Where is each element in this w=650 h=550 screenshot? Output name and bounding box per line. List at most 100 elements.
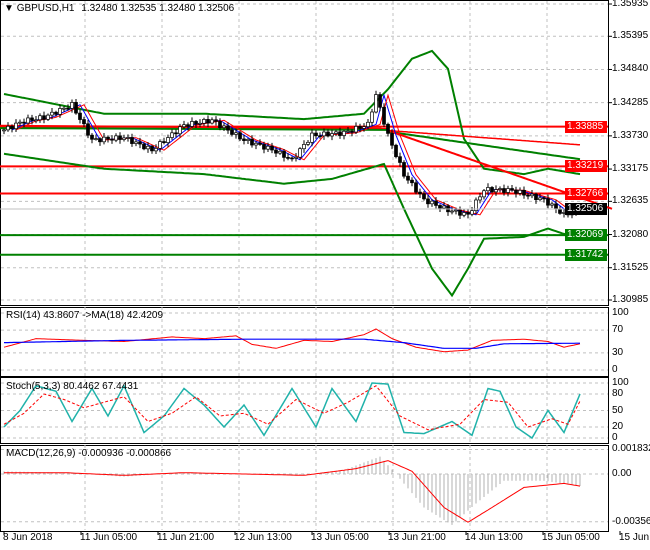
candle-body bbox=[406, 175, 410, 181]
candle-body bbox=[158, 141, 162, 149]
candle-body bbox=[198, 122, 202, 125]
candle-body bbox=[286, 157, 290, 159]
candle-body bbox=[402, 162, 406, 177]
price-tick-label: 1.30985 bbox=[612, 294, 649, 305]
candle-body bbox=[466, 212, 470, 215]
candle-body bbox=[374, 94, 378, 113]
candle-body bbox=[394, 144, 398, 158]
time-tick-label: 13 Jun 05:00 bbox=[311, 532, 369, 543]
candle-body bbox=[242, 138, 246, 141]
time-tick-label: 13 Jun 21:00 bbox=[388, 532, 446, 543]
rsi-tick-label: 100 bbox=[612, 307, 629, 318]
candle-body bbox=[270, 145, 274, 151]
candle-body bbox=[378, 94, 382, 108]
candle-body bbox=[526, 194, 530, 197]
candle-body bbox=[214, 119, 218, 122]
candle-body bbox=[338, 131, 342, 136]
candle-body bbox=[86, 123, 90, 136]
candle-body bbox=[434, 200, 438, 206]
candle-body bbox=[326, 131, 330, 137]
collapse-triangle-icon[interactable]: ▼ bbox=[4, 3, 14, 14]
candle-body bbox=[474, 199, 478, 211]
candle-body bbox=[478, 196, 482, 201]
candle-body bbox=[310, 132, 314, 143]
candle-body bbox=[166, 137, 170, 144]
candle-body bbox=[330, 133, 334, 137]
panel-frame-1 bbox=[0, 307, 609, 377]
candle-body bbox=[410, 179, 414, 184]
time-tick-label: 15 Jun 21:00 bbox=[619, 532, 650, 543]
candle-body bbox=[2, 129, 6, 132]
candle-body bbox=[78, 112, 82, 120]
stoch-label: Stoch(5,3,3) 80.4462 67.4431 bbox=[6, 381, 139, 392]
candle-body bbox=[226, 125, 230, 131]
candle-body bbox=[542, 197, 546, 200]
candle-body bbox=[6, 125, 10, 131]
candle-body bbox=[546, 198, 550, 206]
candle-body bbox=[506, 188, 510, 193]
price-tick-label: 1.33730 bbox=[612, 130, 649, 141]
candle-body bbox=[534, 193, 538, 201]
candle-body bbox=[130, 137, 134, 144]
candle-body bbox=[530, 193, 534, 197]
ma-red bbox=[387, 129, 581, 146]
price-tick-label: 1.33175 bbox=[612, 163, 649, 174]
candle-body bbox=[486, 187, 490, 192]
current-price-tag: 1.32506 bbox=[565, 203, 607, 215]
candle-body bbox=[162, 141, 166, 144]
candle-body bbox=[550, 203, 554, 206]
candle-body bbox=[190, 121, 194, 127]
rsi-label: RSI(14) 43.8607 ->MA(18) 42.4209 bbox=[6, 310, 164, 321]
panel-frame-2 bbox=[0, 377, 609, 444]
candle-body bbox=[178, 126, 182, 135]
candle-body bbox=[202, 119, 206, 124]
candle-body bbox=[494, 189, 498, 193]
candle-body bbox=[266, 145, 270, 150]
candle-body bbox=[62, 107, 66, 110]
candle-body bbox=[558, 208, 562, 214]
candle-body bbox=[370, 111, 374, 123]
candle-body bbox=[246, 138, 250, 141]
candle-body bbox=[206, 119, 210, 124]
time-tick-label: 8 Jun 2018 bbox=[3, 532, 53, 543]
candle-body bbox=[346, 130, 350, 133]
candle-body bbox=[174, 132, 178, 135]
candle-body bbox=[102, 136, 106, 143]
candle-body bbox=[14, 122, 18, 130]
candle-body bbox=[110, 138, 114, 141]
candle-body bbox=[30, 117, 34, 121]
price-tick-label: 1.35935 bbox=[612, 0, 649, 9]
candle-body bbox=[54, 111, 58, 115]
candle-body bbox=[498, 188, 502, 190]
candle-body bbox=[298, 148, 302, 158]
chart-header: ▼ GBPUSD,H1 1.32480 1.32535 1.32480 1.32… bbox=[4, 3, 234, 14]
candle-body bbox=[90, 134, 94, 140]
candle-body bbox=[118, 135, 122, 140]
rsi-tick-label: 70 bbox=[612, 324, 624, 335]
candle-body bbox=[454, 209, 458, 212]
candle-body bbox=[82, 119, 86, 125]
candle-body bbox=[334, 131, 338, 134]
candle-body bbox=[438, 205, 442, 209]
candle-body bbox=[94, 138, 98, 140]
candle-body bbox=[138, 141, 142, 145]
candle-body bbox=[366, 121, 370, 128]
candle-body bbox=[314, 132, 318, 137]
candle-body bbox=[22, 121, 26, 124]
candle-body bbox=[386, 123, 390, 134]
candle-body bbox=[514, 189, 518, 194]
candle-body bbox=[34, 119, 38, 122]
price-tick-label: 1.32080 bbox=[612, 229, 649, 240]
candle-body bbox=[390, 133, 394, 146]
candle-body bbox=[358, 126, 362, 129]
stoch-tick-label: 50 bbox=[612, 405, 624, 416]
candle-body bbox=[418, 191, 422, 195]
candle-body bbox=[170, 132, 174, 138]
candle-body bbox=[490, 187, 494, 193]
candle-body bbox=[74, 102, 78, 114]
price-tick-label: 1.32635 bbox=[612, 195, 649, 206]
candle-body bbox=[306, 141, 310, 145]
candle-body bbox=[362, 126, 366, 129]
candle-body bbox=[430, 200, 434, 205]
